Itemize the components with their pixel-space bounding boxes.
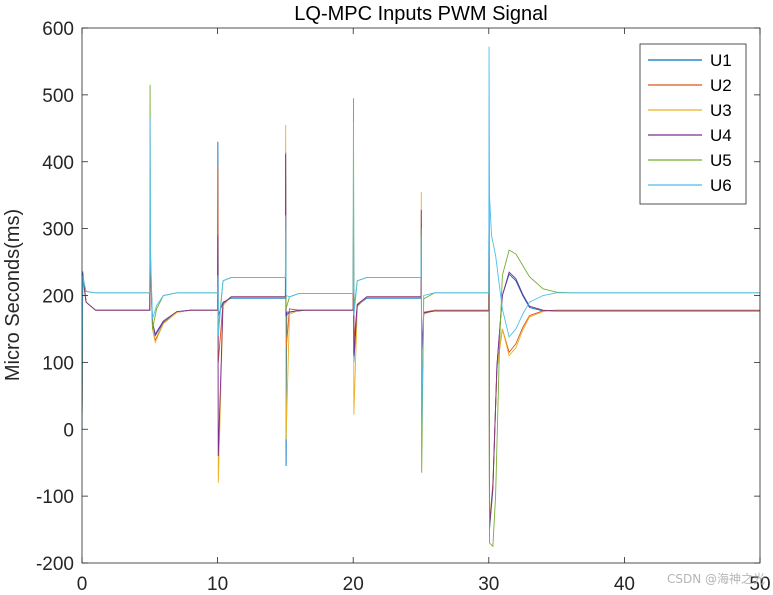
x-tick-label: 0 xyxy=(77,574,88,595)
legend-label-u5: U5 xyxy=(710,151,732,170)
x-tick-label: 20 xyxy=(343,574,364,595)
y-tick-label: 0 xyxy=(63,420,74,441)
series-line-u6 xyxy=(82,46,760,430)
y-tick-label: 100 xyxy=(42,353,74,374)
legend-label-u4: U4 xyxy=(710,126,732,145)
watermark: CSDN @海神之光 xyxy=(666,572,765,586)
axis-ticks: 0 10 20 30 40 50 -200 -100 0 100 200 300 400 500 600 xyxy=(36,19,771,595)
plot-area xyxy=(82,46,760,548)
legend: U1 U2 U3 U4 U5 U6 xyxy=(639,43,747,205)
y-tick-label: -200 xyxy=(36,554,74,575)
y-tick-label: 600 xyxy=(42,19,74,40)
y-tick-label: 200 xyxy=(42,287,74,308)
y-tick-label: 400 xyxy=(42,153,74,174)
x-tick-label: 50 xyxy=(749,574,770,595)
legend-label-u2: U2 xyxy=(710,76,732,95)
y-tick-label: 300 xyxy=(42,220,74,241)
legend-label-u6: U6 xyxy=(710,176,732,195)
legend-label-u3: U3 xyxy=(710,101,732,120)
y-tick-label: -100 xyxy=(36,487,74,508)
y-axis-label: Micro Seconds(ms) xyxy=(2,209,24,381)
legend-label-u1: U1 xyxy=(710,51,732,70)
x-tick-label: 40 xyxy=(614,574,635,595)
x-tick-label: 10 xyxy=(207,574,228,595)
x-tick-label: 30 xyxy=(478,574,499,595)
chart-title: LQ-MPC Inputs PWM Signal xyxy=(294,3,547,25)
y-tick-label: 500 xyxy=(42,86,74,107)
legend-box xyxy=(639,43,747,205)
